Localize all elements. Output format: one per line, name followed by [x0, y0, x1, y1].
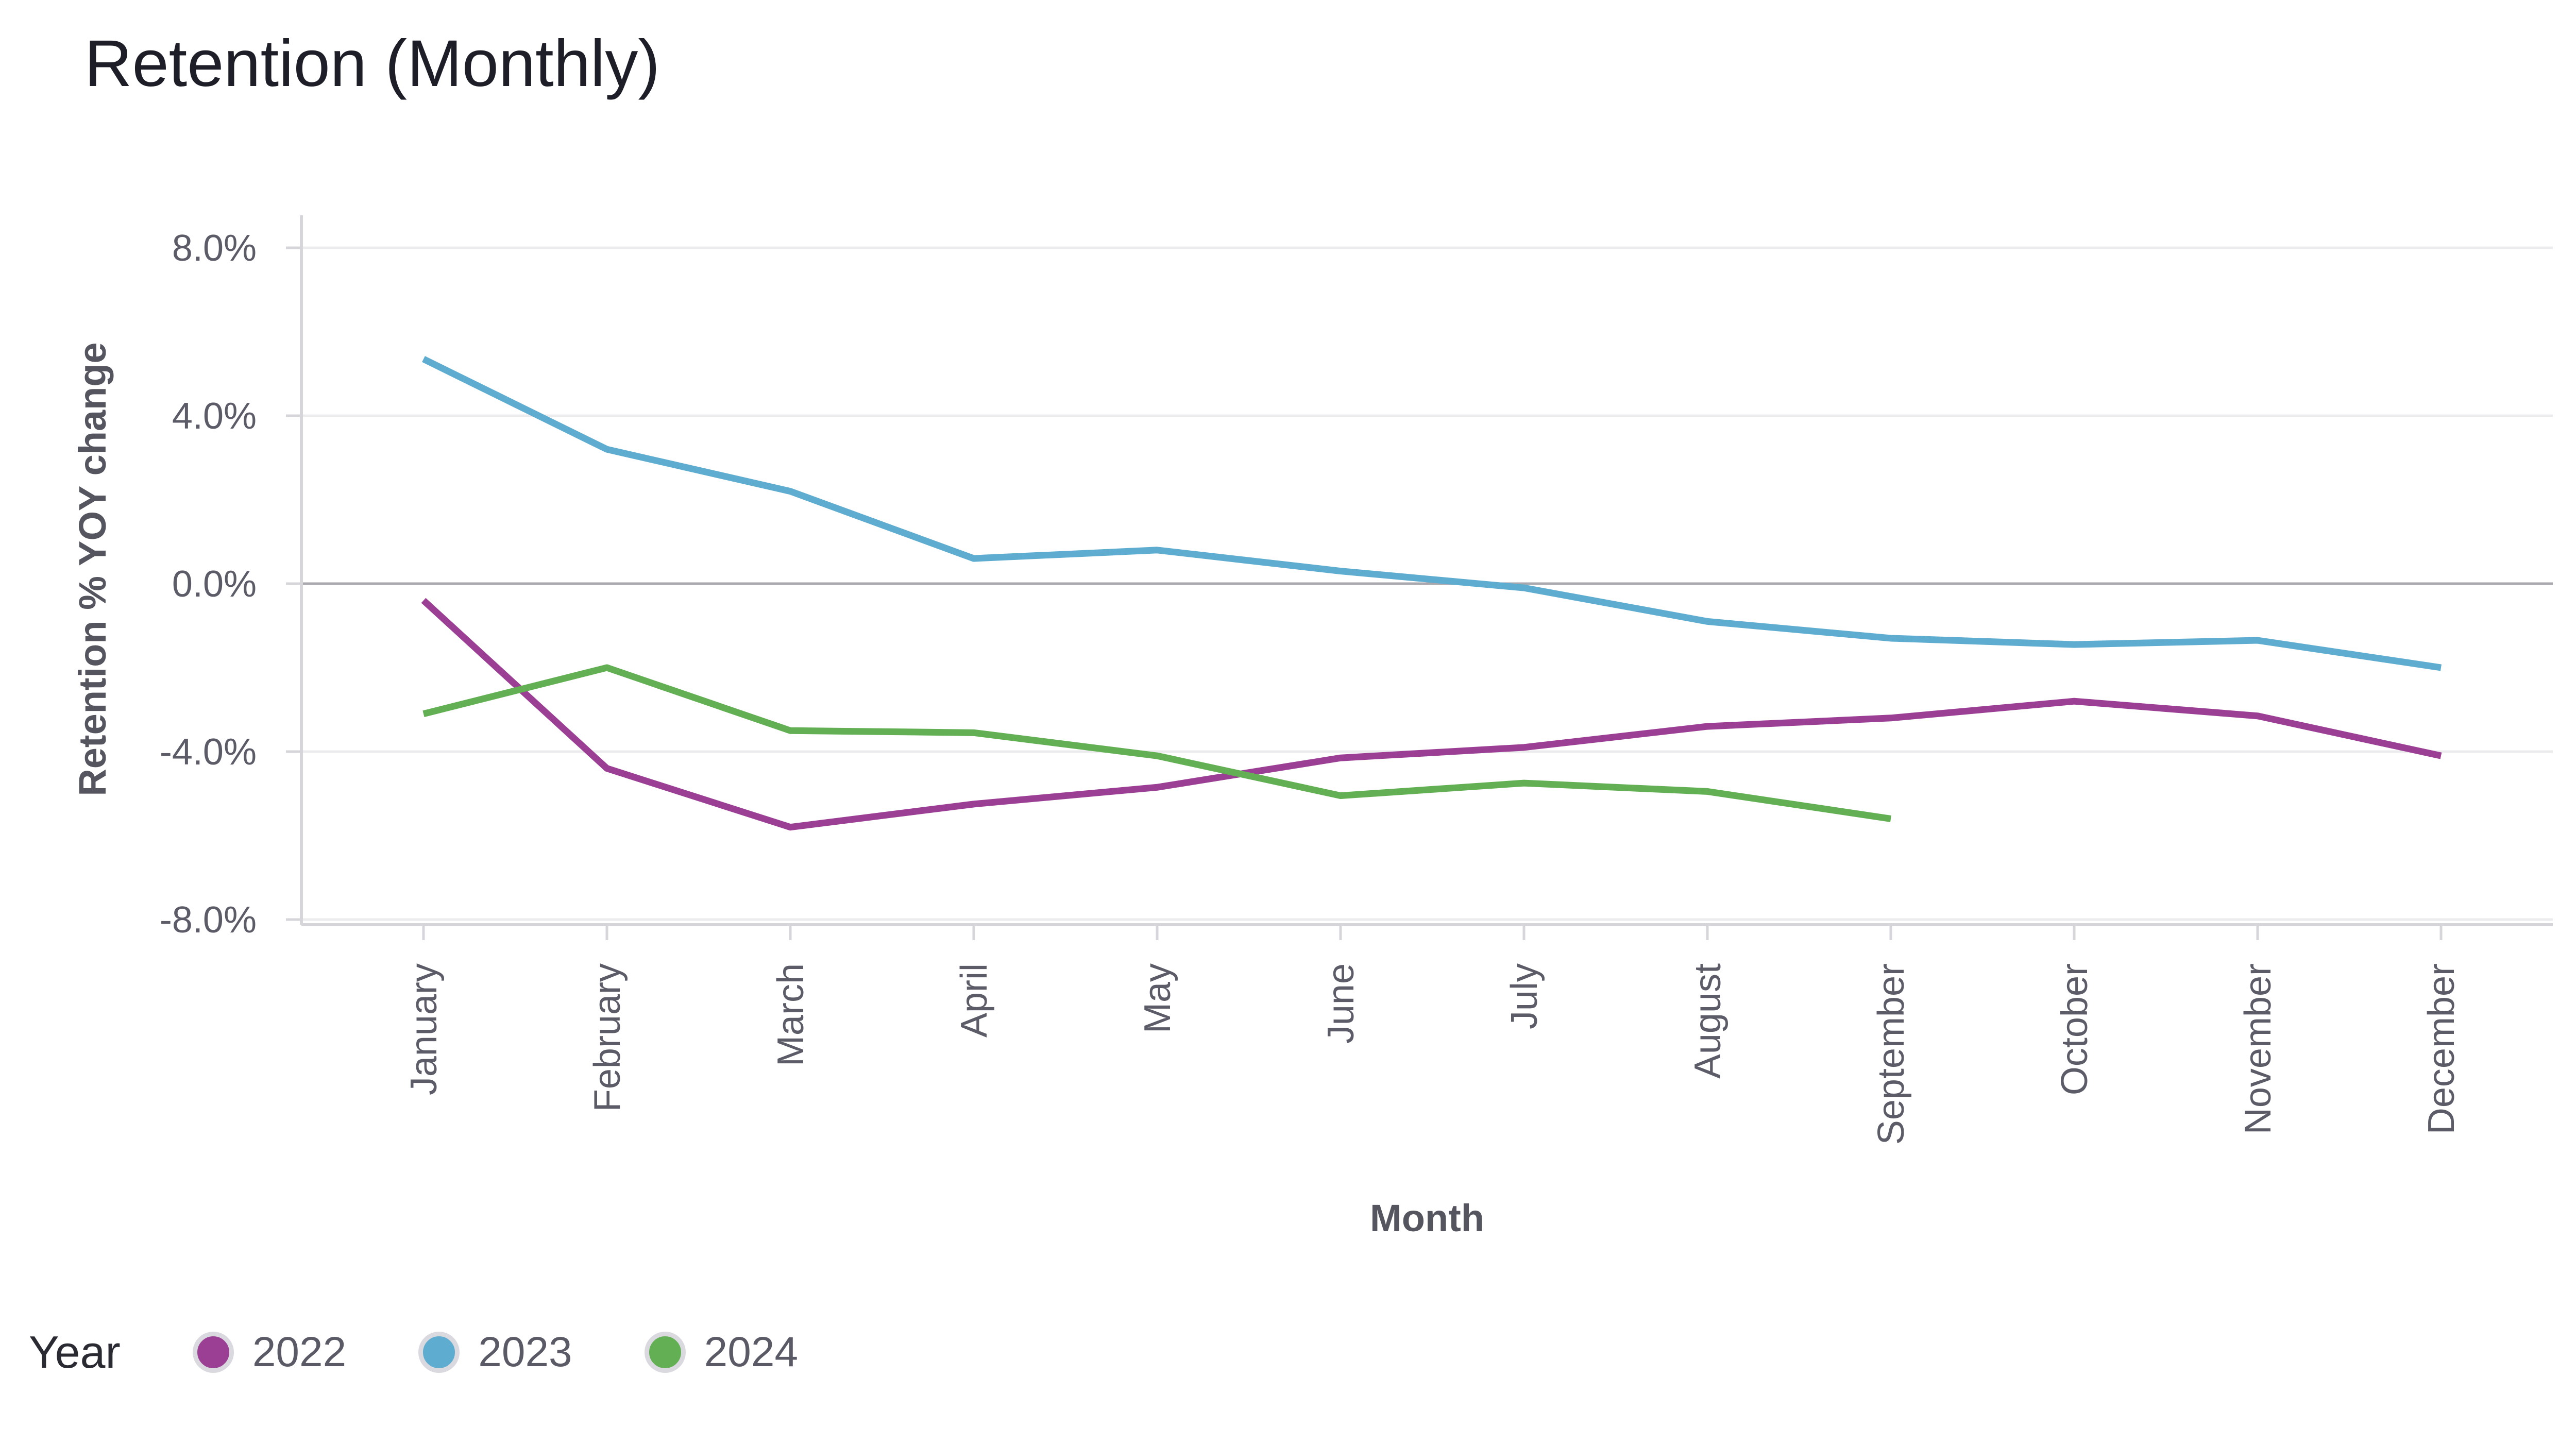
- x-tick-label: February: [587, 963, 628, 1112]
- x-tick-label: March: [770, 963, 811, 1066]
- y-tick-label: 0.0%: [172, 564, 257, 605]
- x-tick-label: June: [1320, 963, 1362, 1044]
- y-tick-label: -8.0%: [160, 899, 257, 941]
- legend-label: 2023: [478, 1329, 572, 1375]
- series-line-2022: [421, 598, 2442, 831]
- x-tick-label: December: [2421, 963, 2462, 1134]
- legend-swatch: [192, 1332, 234, 1373]
- x-tick-label: January: [403, 963, 445, 1095]
- chart-title: Retention (Monthly): [84, 27, 660, 100]
- legend-item-2023[interactable]: 2023: [418, 1328, 572, 1376]
- axes: [286, 215, 2553, 940]
- x-tick-label: August: [1687, 963, 1728, 1079]
- legend-item-2022[interactable]: 2022: [192, 1328, 347, 1376]
- y-tick-label: 4.0%: [172, 396, 257, 437]
- x-tick-label: May: [1137, 963, 1178, 1033]
- axis-labels: 8.0% 4.0% 0.0% -4.0% -8.0% January February Mar…: [71, 228, 2462, 1239]
- y-axis-title: Retention % YOY change: [71, 342, 114, 796]
- legend-title: Year: [29, 1327, 121, 1378]
- x-tick-label: October: [2054, 963, 2095, 1095]
- legend-label: 2022: [252, 1329, 347, 1375]
- x-axis-title: Month: [1370, 1197, 1484, 1239]
- series-line-2024: [422, 664, 1891, 822]
- legend-swatch: [418, 1332, 460, 1373]
- y-tick-label: -4.0%: [160, 732, 257, 773]
- x-tick-label: April: [954, 963, 995, 1038]
- x-tick-label: November: [2238, 963, 2279, 1134]
- series-lines: [421, 356, 2442, 831]
- legend: Year 2022 2023 2024: [29, 1319, 870, 1386]
- x-tick-label: September: [1871, 963, 1912, 1145]
- legend-label: 2024: [704, 1329, 799, 1375]
- gridlines: [301, 246, 2553, 921]
- legend-swatch: [644, 1332, 686, 1373]
- series-line-2023: [422, 356, 2442, 671]
- y-tick-label: 8.0%: [172, 228, 257, 269]
- x-tick-label: July: [1504, 963, 1545, 1029]
- legend-item-2024[interactable]: 2024: [644, 1328, 799, 1376]
